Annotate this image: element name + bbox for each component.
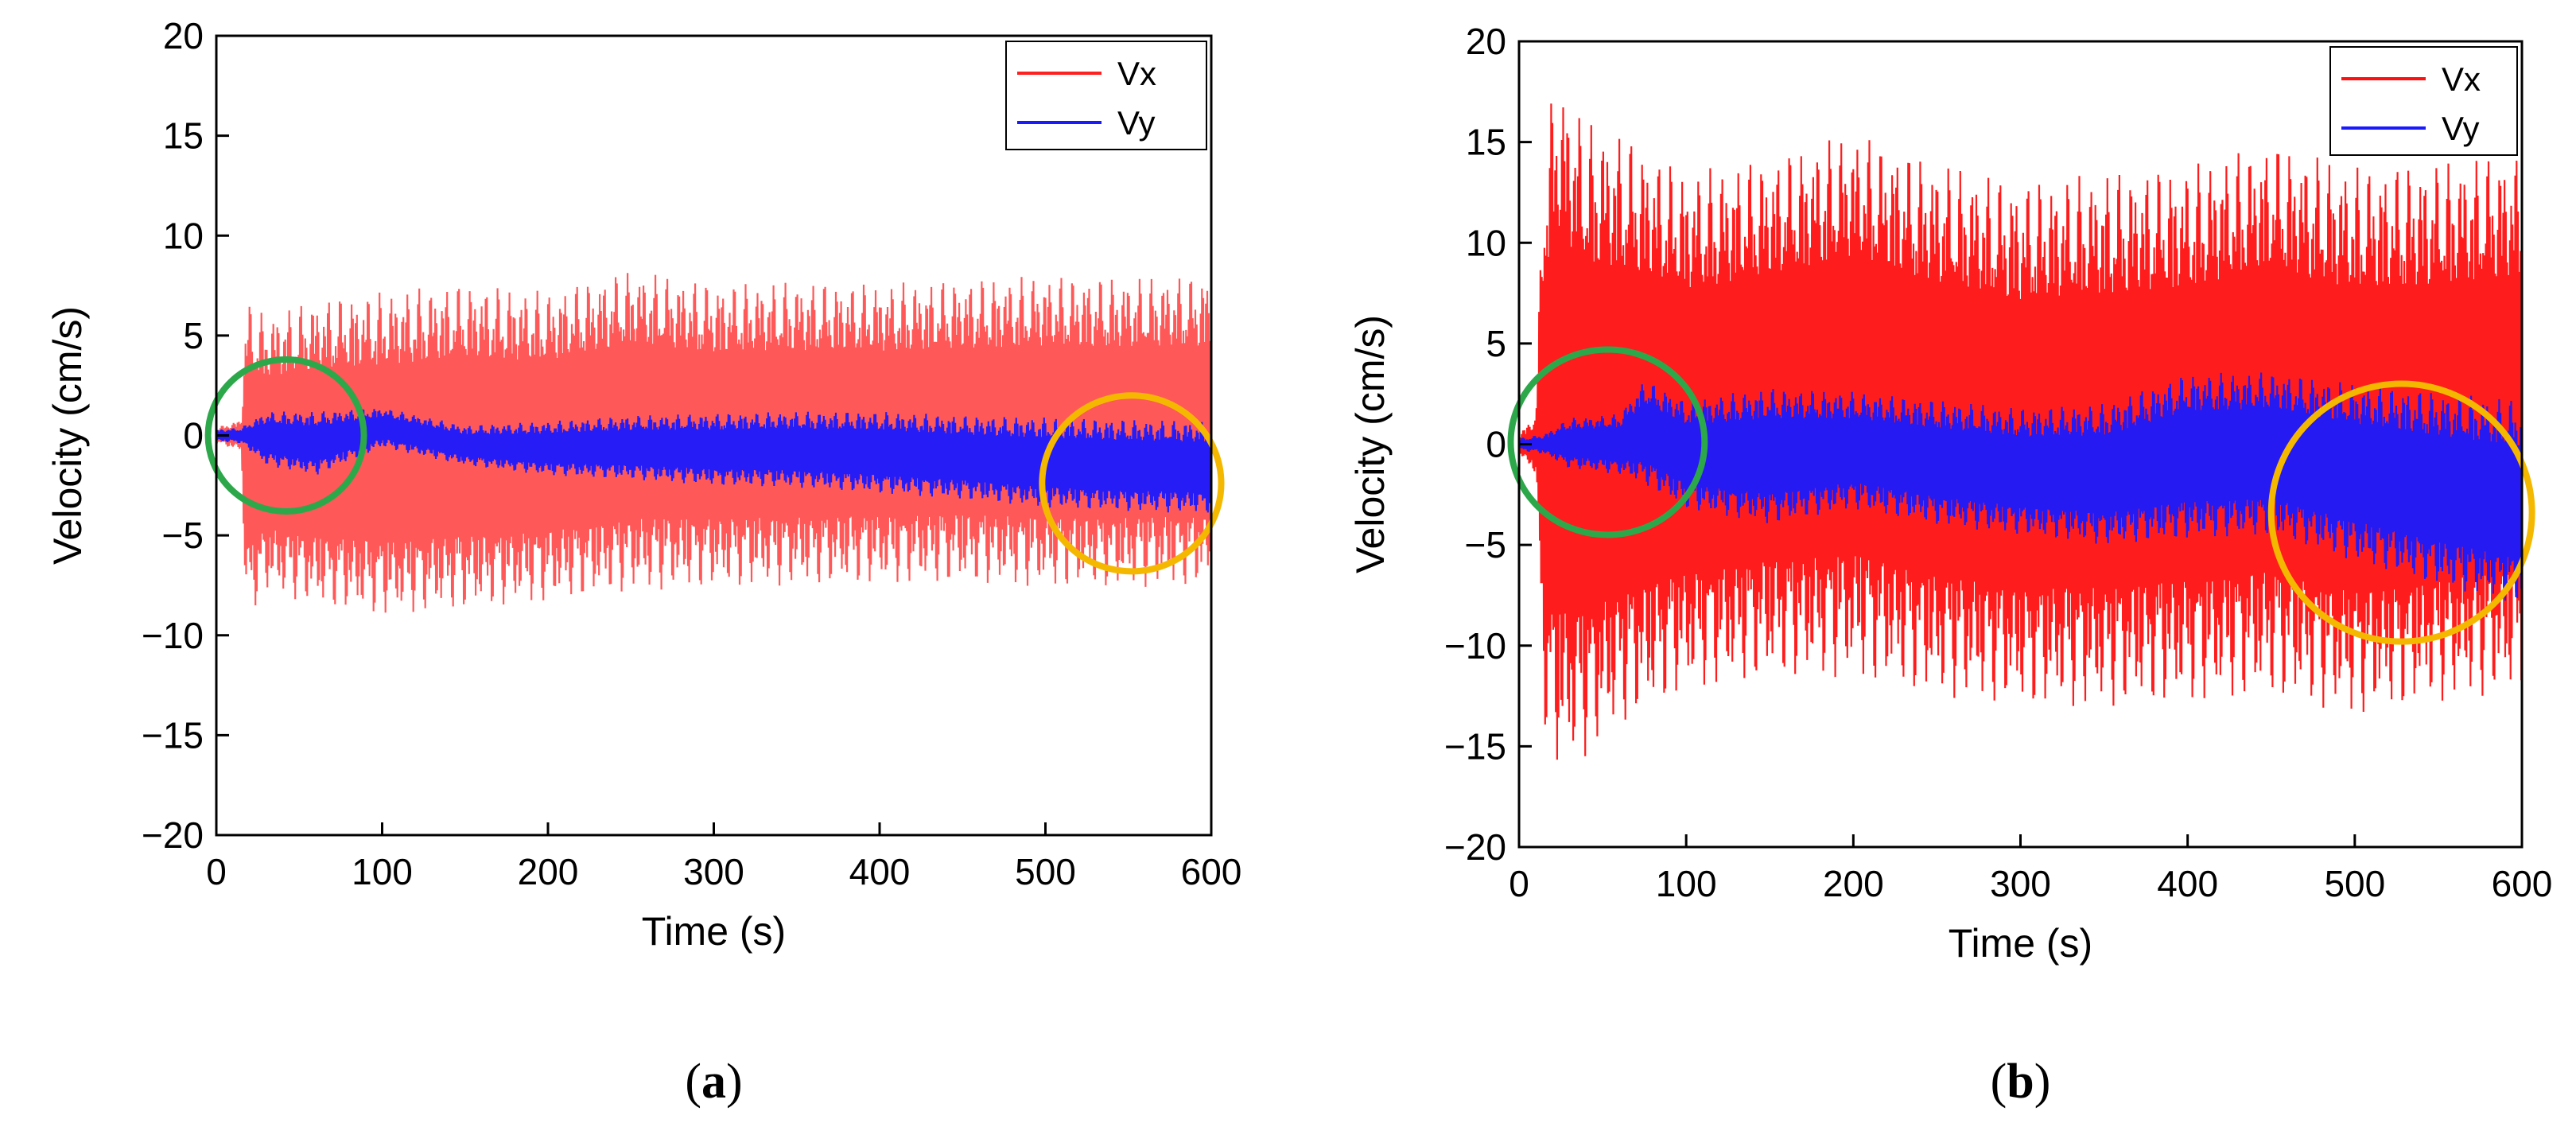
x-tick-label: 200: [518, 851, 579, 892]
y-tick-label: 10: [1466, 222, 1506, 263]
x-tick-label: 600: [1181, 851, 1242, 892]
panel-label-letter: b: [2007, 1055, 2034, 1109]
x-tick-label: 400: [2157, 863, 2218, 904]
series-vx-line: [216, 273, 1211, 613]
x-tick-label: 300: [683, 851, 744, 892]
x-axis-title: Time (s): [642, 909, 786, 954]
y-axis-title: Velocity (cm/s): [45, 306, 90, 565]
series-vx-line: [1519, 103, 2522, 760]
x-tick-label: 200: [1823, 863, 1884, 904]
y-tick-label: 10: [163, 215, 204, 256]
plot-area: [216, 273, 1211, 613]
y-tick-label: −5: [1465, 524, 1506, 565]
series-vy-line: [216, 409, 1211, 513]
legend-box: [2329, 46, 2518, 156]
legend-box: [1005, 41, 1207, 150]
y-tick-label: −5: [162, 515, 204, 556]
y-tick-label: −15: [142, 714, 204, 756]
x-tick-label: 100: [352, 851, 413, 892]
x-tick-label: 0: [1509, 863, 1529, 904]
legend: Vx Vy: [1005, 41, 1207, 150]
legend-entry-vy: Vy: [1017, 104, 1155, 142]
legend-label-vx: Vx: [2442, 60, 2481, 98]
y-axis-title: Velocity (cm/s): [1348, 315, 1393, 573]
x-tick-label: 600: [2492, 863, 2553, 904]
panel-label-open: (: [685, 1055, 701, 1109]
chart-panel-b: 0 100 200 300 400 500 600 −20 −15 −10 −5 0 5 10 15 20 Ti…: [1348, 21, 2552, 1109]
y-tick-label: 0: [1486, 424, 1506, 465]
chart-panel-a: 0 100 200 300 400 500 600 −20 −15 −10 −5 0 5 10 15 20 Ti…: [45, 15, 1241, 1109]
panel-label: (b): [1991, 1055, 2051, 1109]
y-tick-label: 20: [163, 15, 204, 56]
x-tick-label: 400: [849, 851, 911, 892]
x-tick-label: 0: [206, 851, 227, 892]
legend-label-vx: Vx: [1117, 55, 1156, 92]
green-annotation-circle: [204, 356, 367, 515]
panel-label-close: ): [726, 1055, 743, 1109]
legend-entry-vx: Vx: [2341, 60, 2481, 98]
y-tick-label: 15: [1466, 122, 1506, 163]
y-tick-label: −20: [1444, 826, 1506, 868]
legend-entry-vx: Vx: [1017, 55, 1156, 92]
panel-label-open: (: [1991, 1055, 2007, 1109]
panel-label: (a): [685, 1055, 742, 1109]
y-tick-label: 0: [183, 415, 204, 457]
legend-label-vy: Vy: [1117, 104, 1155, 142]
y-tick-label: −15: [1444, 725, 1506, 767]
series-vy-line: [1519, 372, 2522, 601]
green-annotation-circle: [1507, 346, 1708, 538]
panel-label-close: ): [2034, 1055, 2051, 1109]
y-tick-label: 5: [183, 315, 204, 356]
x-axis-title: Time (s): [1949, 921, 2092, 966]
legend-label-vy: Vy: [2442, 110, 2479, 147]
x-tick-label: 100: [1656, 863, 1717, 904]
y-tick-label: 20: [1466, 21, 1506, 62]
x-tick-label: 300: [1990, 863, 2051, 904]
legend-entry-vy: Vy: [2341, 110, 2479, 147]
x-tick-label: 500: [1015, 851, 1076, 892]
x-tick-label: 500: [2324, 863, 2385, 904]
panel-label-letter: a: [701, 1055, 726, 1109]
plot-area: [1519, 103, 2522, 760]
y-tick-label: 15: [163, 115, 204, 157]
y-tick-label: −10: [142, 615, 204, 656]
orange-annotation-circle: [2267, 380, 2535, 645]
y-tick-label: −20: [142, 814, 204, 856]
orange-annotation-circle: [1039, 392, 1225, 575]
y-tick-label: 5: [1486, 323, 1506, 364]
legend: Vx Vy: [2329, 46, 2518, 156]
y-tick-label: −10: [1444, 625, 1506, 666]
